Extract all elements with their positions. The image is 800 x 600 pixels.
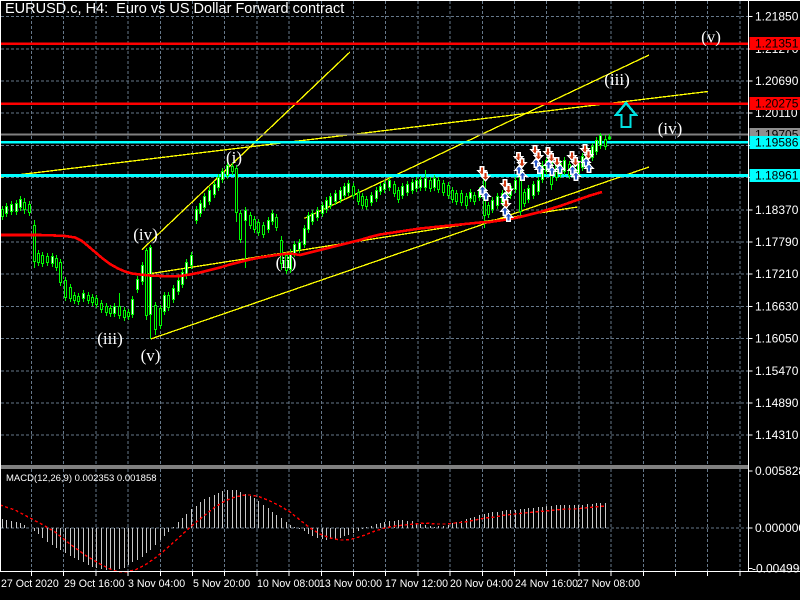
svg-text:24 Nov 16:00: 24 Nov 16:00 [515,578,578,590]
svg-text:1.19586: 1.19586 [755,135,799,149]
svg-text:EURUSD.c, H4: Euro vs US Doll: EURUSD.c, H4: Euro vs US Dollar Forward … [5,1,344,17]
svg-text:1.20690: 1.20690 [755,74,799,88]
svg-text:29 Oct 16:00: 29 Oct 16:00 [64,578,125,590]
svg-text:13 Nov 00:00: 13 Nov 00:00 [319,578,382,590]
svg-text:17 Nov 12:00: 17 Nov 12:00 [385,578,448,590]
svg-text:20 Nov 04:00: 20 Nov 04:00 [450,578,513,590]
svg-text:(v): (v) [141,346,161,365]
svg-text:1.17790: 1.17790 [755,235,799,249]
svg-text:(v): (v) [701,28,721,47]
svg-text:(iii): (iii) [97,329,123,348]
svg-text:(iii): (iii) [604,70,630,89]
svg-text:0.005828: 0.005828 [755,464,800,478]
svg-text:(ii): (ii) [276,253,297,272]
svg-text:1.15470: 1.15470 [755,364,799,378]
svg-text:27 Oct 2020: 27 Oct 2020 [1,578,59,590]
svg-text:1.16050: 1.16050 [755,332,799,346]
svg-text:27 Nov 08:00: 27 Nov 08:00 [577,578,640,590]
svg-text:(i): (i) [226,148,242,167]
svg-text:1.18370: 1.18370 [755,203,799,217]
svg-text:1.21850: 1.21850 [755,10,799,24]
svg-text:3 Nov 04:00: 3 Nov 04:00 [128,578,185,590]
svg-text:10 Nov 08:00: 10 Nov 08:00 [257,578,320,590]
svg-text:0.000000: 0.000000 [755,521,800,535]
svg-text:1.20275: 1.20275 [755,97,799,111]
svg-text:1.14310: 1.14310 [755,428,799,442]
svg-text:1.18961: 1.18961 [755,169,799,183]
svg-text:5 Nov 20:00: 5 Nov 20:00 [193,578,250,590]
svg-text:1.14890: 1.14890 [755,396,799,410]
svg-text:1.21351: 1.21351 [755,37,799,51]
svg-text:(iv): (iv) [133,225,158,244]
svg-text:1.16630: 1.16630 [755,299,799,313]
svg-text:(iv): (iv) [658,119,683,138]
svg-text:1.17210: 1.17210 [755,267,799,281]
svg-text:-0.004990: -0.004990 [752,562,800,576]
svg-text:MACD(12,26,9) 0.002353 0.00185: MACD(12,26,9) 0.002353 0.001858 [6,473,157,484]
